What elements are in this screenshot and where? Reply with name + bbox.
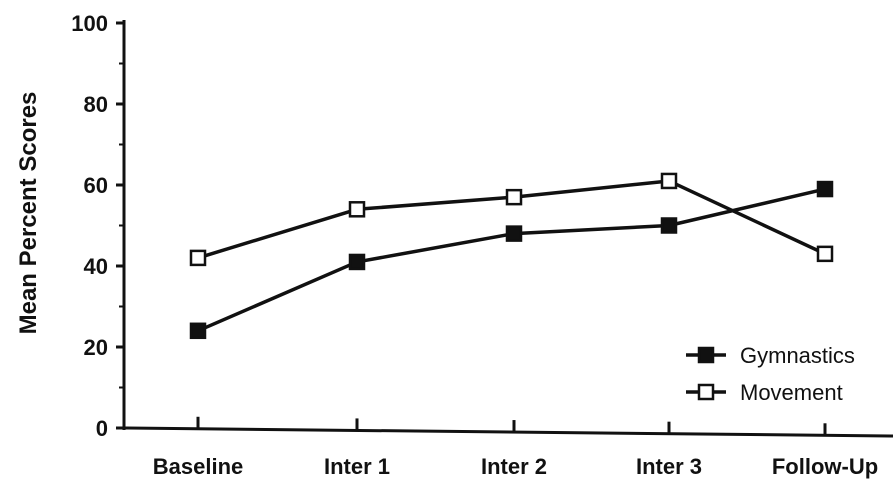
y-axis-title: Mean Percent Scores xyxy=(15,92,42,335)
data-point-movement xyxy=(505,188,523,206)
x-tick-label: Inter 1 xyxy=(324,454,390,479)
data-point-gymnastics xyxy=(189,322,207,340)
legend-label: Gymnastics xyxy=(740,343,855,368)
data-point-movement xyxy=(660,172,678,190)
data-point-gymnastics xyxy=(816,180,834,198)
y-tick-label: 80 xyxy=(84,92,108,117)
y-tick-label: 20 xyxy=(84,335,108,360)
x-tick-label: Inter 3 xyxy=(636,454,702,479)
data-point-movement xyxy=(816,245,834,263)
legend-item-gymnastics: Gymnastics xyxy=(686,343,855,368)
data-point-gymnastics xyxy=(505,225,523,242)
data-series xyxy=(189,172,834,340)
data-point-movement xyxy=(348,201,366,218)
y-tick-label: 0 xyxy=(96,416,108,441)
x-tick-label: Inter 2 xyxy=(481,454,547,479)
x-axis-ticks: Baseline Inter 1 Inter 2 Inter 3 Follow-Up xyxy=(153,416,878,479)
y-tick-label: 40 xyxy=(84,254,108,279)
legend: Gymnastics Movement xyxy=(686,343,855,405)
series-movement xyxy=(189,172,834,267)
series-gymnastics xyxy=(189,180,834,340)
legend-label: Movement xyxy=(740,380,843,405)
data-point-gymnastics xyxy=(348,253,366,271)
y-tick-label: 60 xyxy=(84,173,108,198)
legend-marker xyxy=(697,346,715,364)
y-tick-label: 100 xyxy=(71,11,108,36)
legend-item-movement: Movement xyxy=(686,380,843,405)
data-point-gymnastics xyxy=(660,217,678,234)
y-axis-ticks: 0 20 40 60 80 100 xyxy=(71,11,124,441)
x-tick-label: Follow-Up xyxy=(772,454,878,479)
data-point-movement xyxy=(189,249,207,267)
legend-marker xyxy=(697,383,715,401)
x-axis-line xyxy=(121,426,894,438)
x-tick-label: Baseline xyxy=(153,454,244,479)
